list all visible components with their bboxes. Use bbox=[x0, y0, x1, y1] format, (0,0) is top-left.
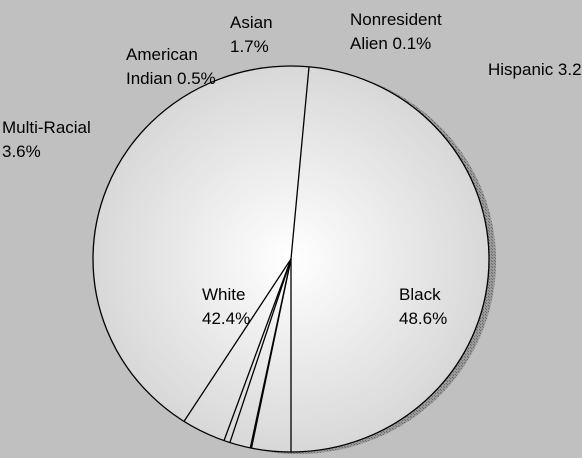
slice-label: Hispanic 3.2% bbox=[488, 60, 582, 79]
slice-label-line: Asian bbox=[230, 13, 273, 32]
slice-label-line: Nonresident bbox=[350, 10, 442, 29]
slice-label: American Indian 0.5% bbox=[126, 45, 216, 88]
slice-divider bbox=[290, 66, 310, 260]
slice-label-line: Multi-Racial bbox=[2, 118, 91, 137]
slice-label-line: Black bbox=[399, 285, 441, 304]
slice-label-line: Hispanic 3.2% bbox=[488, 60, 582, 79]
slice-divider bbox=[183, 258, 292, 422]
slice-label: Asian 1.7% bbox=[230, 13, 273, 56]
slice-label-line: 3.6% bbox=[2, 142, 41, 161]
slice-label: Black 48.6% bbox=[399, 285, 447, 328]
slice-label: Nonresident Alien 0.1% bbox=[350, 10, 442, 53]
slice-label-line: 42.4% bbox=[202, 309, 250, 328]
slice-divider bbox=[229, 258, 292, 443]
slice-divider bbox=[223, 258, 292, 441]
slice-label-line: 48.6% bbox=[399, 309, 447, 328]
slice-label-line: Indian 0.5% bbox=[126, 69, 216, 88]
slice-label: White 42.4% bbox=[202, 285, 250, 328]
slice-divider bbox=[250, 258, 292, 449]
slice-label-line: American bbox=[126, 45, 198, 64]
slice-label-line: 1.7% bbox=[230, 37, 269, 56]
slice-label: Multi-Racial 3.6% bbox=[2, 118, 91, 161]
slice-label-line: White bbox=[202, 285, 245, 304]
slice-label-line: Alien 0.1% bbox=[350, 34, 431, 53]
